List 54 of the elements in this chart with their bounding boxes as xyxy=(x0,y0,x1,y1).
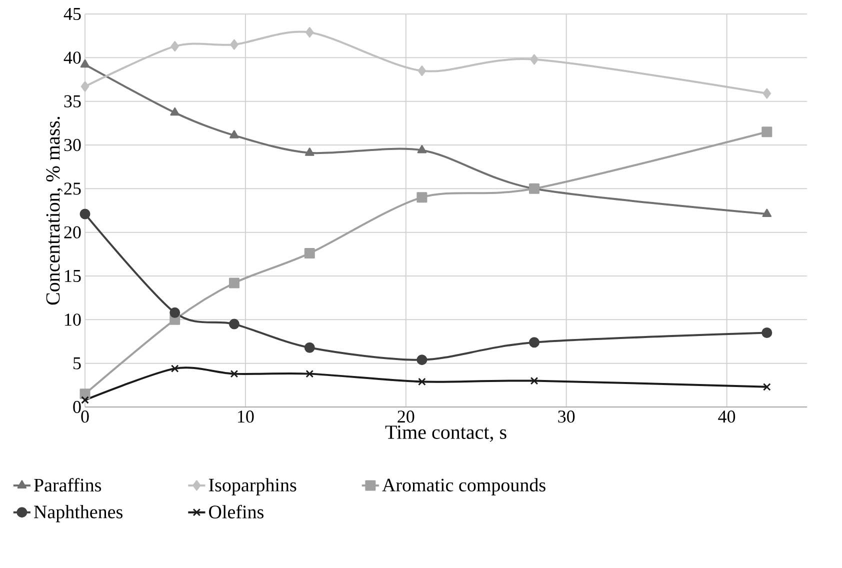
point xyxy=(80,388,90,400)
point xyxy=(530,54,538,65)
point xyxy=(416,192,428,203)
y-tick-label: 30 xyxy=(64,138,81,152)
point xyxy=(230,39,238,50)
point xyxy=(306,27,314,38)
y-tick-label: 25 xyxy=(64,182,81,195)
point xyxy=(418,378,426,386)
point xyxy=(762,126,772,138)
point xyxy=(170,107,180,116)
x-tick-label: 30 xyxy=(558,410,575,423)
point xyxy=(306,370,314,378)
y-tick-label: 40 xyxy=(64,52,81,64)
x-tick-label: 10 xyxy=(238,410,254,423)
legend-label: Naphthenes xyxy=(34,504,122,522)
legend-label: Isoparphins xyxy=(208,478,296,496)
y-tick-label: 10 xyxy=(65,314,81,326)
point xyxy=(762,382,771,391)
point xyxy=(762,208,772,217)
point xyxy=(304,248,315,259)
y-tick-label: 45 xyxy=(64,8,81,20)
y-tick-label: 0 xyxy=(73,400,81,414)
point xyxy=(170,307,180,318)
point xyxy=(81,396,89,404)
point xyxy=(417,144,427,154)
y-tick-label: 5 xyxy=(74,357,81,370)
point xyxy=(418,66,426,76)
point xyxy=(80,208,90,220)
legend-label: Aromatic compounds xyxy=(382,478,546,496)
point xyxy=(416,354,428,366)
point xyxy=(170,364,179,373)
x-tick-label: 0 xyxy=(81,410,89,423)
point xyxy=(529,337,540,348)
y-tick-label: 35 xyxy=(64,95,81,108)
legend-label: Olefins xyxy=(209,504,264,518)
y-axis-title: Concentration, % mass. xyxy=(46,116,63,305)
point xyxy=(80,81,90,92)
point xyxy=(228,278,240,288)
point xyxy=(230,370,238,378)
point xyxy=(304,148,314,156)
y-tick-label: 20 xyxy=(64,226,81,238)
y-tick-label: 15 xyxy=(65,270,81,282)
point xyxy=(230,130,239,138)
point xyxy=(530,376,538,385)
legend-label: Paraffins xyxy=(34,478,102,492)
point xyxy=(304,342,315,353)
x-axis-title: Time contact, s xyxy=(385,426,506,442)
x-tick-label: 20 xyxy=(398,410,414,423)
point xyxy=(228,318,240,330)
x-tick-label: 40 xyxy=(718,410,736,423)
point xyxy=(762,328,772,338)
point xyxy=(80,59,90,68)
point xyxy=(170,41,179,52)
point xyxy=(762,88,772,99)
